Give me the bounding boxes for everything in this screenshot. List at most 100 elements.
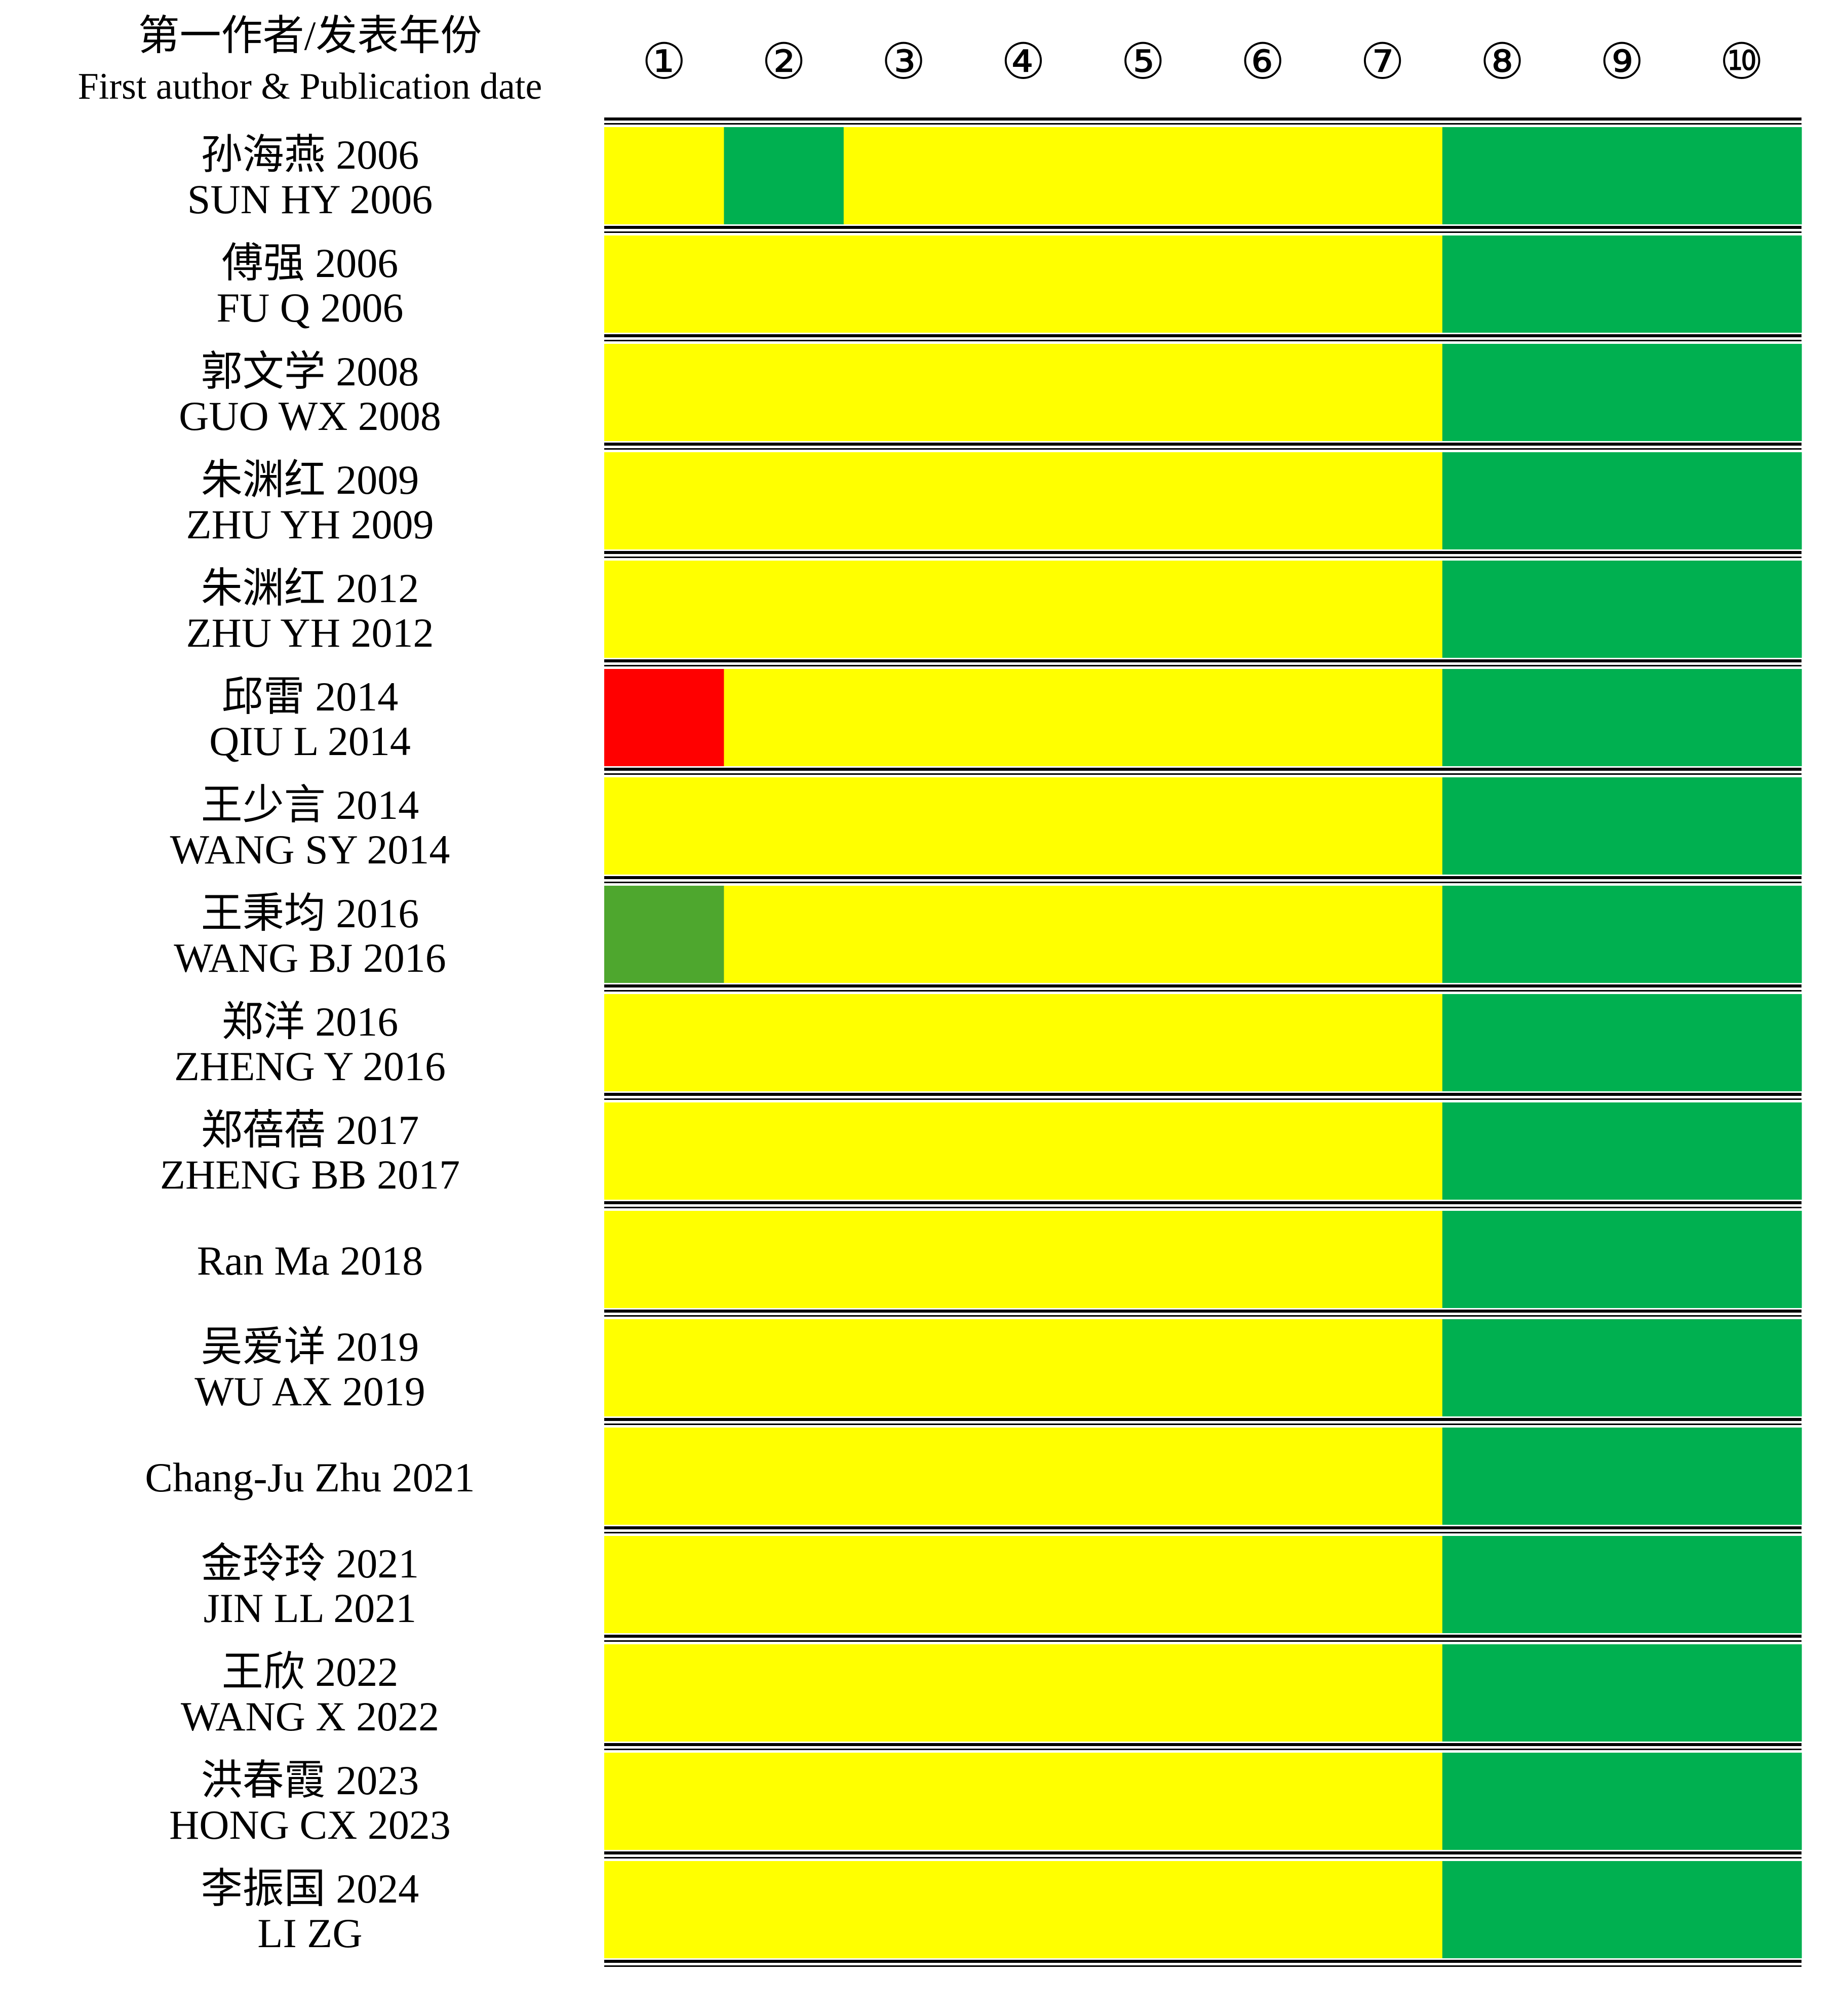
- row-label-en-4: ZHU YH 2009: [186, 501, 434, 547]
- column-label-4: ④: [1001, 35, 1045, 90]
- cell-r1-c5: [1083, 127, 1203, 224]
- cell-r12-c4: [963, 1319, 1084, 1416]
- cell-r17-c7: [1322, 1861, 1443, 1958]
- rule-thick-0: [604, 117, 1802, 121]
- cell-r15-c4: [963, 1644, 1084, 1742]
- cell-r15-c7: [1322, 1644, 1443, 1742]
- cell-r4-c3: [843, 452, 964, 549]
- row-label-cn-12: 吴爱详 2019: [201, 1324, 419, 1370]
- cell-r10-c5: [1083, 1102, 1203, 1200]
- cell-r12-c10: [1681, 1319, 1802, 1416]
- cell-r9-c6: [1203, 994, 1323, 1091]
- cell-r12-c1: [604, 1319, 724, 1416]
- cell-r9-c3: [843, 994, 964, 1091]
- cell-r5-c7: [1322, 561, 1443, 658]
- rule-thin-0: [604, 123, 1802, 125]
- cell-r17-c8: [1442, 1861, 1562, 1958]
- cell-r9-c7: [1322, 994, 1443, 1091]
- rule-thin-16: [604, 1857, 1802, 1859]
- cell-r9-c9: [1562, 994, 1682, 1091]
- cell-r12-c7: [1322, 1319, 1443, 1416]
- cell-r15-c9: [1562, 1644, 1682, 1742]
- column-label-2: ②: [762, 35, 806, 90]
- cell-r3-c6: [1203, 344, 1323, 441]
- rule-thin-5: [604, 665, 1802, 666]
- cell-r8-c10: [1681, 886, 1802, 983]
- cell-r17-c1: [604, 1861, 724, 1958]
- cell-r10-c3: [843, 1102, 964, 1200]
- rule-thick-15: [604, 1743, 1802, 1746]
- rule-thin-1: [604, 231, 1802, 233]
- cell-r10-c8: [1442, 1102, 1562, 1200]
- cell-r9-c5: [1083, 994, 1203, 1091]
- cell-r8-c2: [724, 886, 844, 983]
- row-label-en-14: JIN LL 2021: [204, 1585, 417, 1631]
- rule-thick-11: [604, 1310, 1802, 1313]
- row-label-cn-3: 郭文学 2008: [201, 348, 419, 394]
- cell-r14-c8: [1442, 1536, 1562, 1633]
- rule-thin-3: [604, 448, 1802, 450]
- cell-r16-c8: [1442, 1753, 1562, 1850]
- cell-r3-c5: [1083, 344, 1203, 441]
- rule-thick-12: [604, 1418, 1802, 1421]
- rule-thin-14: [604, 1640, 1802, 1642]
- cell-r14-c6: [1203, 1536, 1323, 1633]
- rule-thick-14: [604, 1635, 1802, 1638]
- row-label-cn-4: 朱渊红 2009: [201, 457, 419, 503]
- cell-r10-c2: [724, 1102, 844, 1200]
- cell-r16-c3: [843, 1753, 964, 1850]
- cell-r4-c4: [963, 452, 1084, 549]
- cell-r17-c10: [1681, 1861, 1802, 1958]
- cell-r7-c2: [724, 777, 844, 875]
- cell-r9-c2: [724, 994, 844, 1091]
- cell-r6-c4: [963, 669, 1084, 766]
- rule-thin-8: [604, 990, 1802, 992]
- row-label-en-13: Chang-Ju Zhu 2021: [145, 1454, 475, 1500]
- cell-r1-c10: [1681, 127, 1802, 224]
- cell-r1-c9: [1562, 127, 1682, 224]
- cell-r8-c7: [1322, 886, 1443, 983]
- column-label-9: ⑨: [1599, 35, 1644, 90]
- rule-thick-13: [604, 1526, 1802, 1529]
- cell-r2-c9: [1562, 235, 1682, 333]
- cell-r6-c10: [1681, 669, 1802, 766]
- rule-thin-4: [604, 557, 1802, 558]
- cell-r5-c6: [1203, 561, 1323, 658]
- header-label-cn: 第一作者/发表年份: [138, 13, 482, 59]
- rule-thick-8: [604, 984, 1802, 987]
- rule-thin-17: [604, 1965, 1802, 1967]
- cell-r4-c2: [724, 452, 844, 549]
- cell-r3-c9: [1562, 344, 1682, 441]
- cell-r15-c1: [604, 1644, 724, 1742]
- cell-r10-c9: [1562, 1102, 1682, 1200]
- cell-r2-c5: [1083, 235, 1203, 333]
- cell-r11-c10: [1681, 1211, 1802, 1308]
- cell-r13-c8: [1442, 1428, 1562, 1525]
- cell-r1-c2: [724, 127, 844, 224]
- cell-r14-c3: [843, 1536, 964, 1633]
- row-label-en-2: FU Q 2006: [216, 285, 403, 331]
- row-label-en-12: WU AX 2019: [194, 1368, 425, 1414]
- cell-r17-c5: [1083, 1861, 1203, 1958]
- cell-r4-c9: [1562, 452, 1682, 549]
- cell-r2-c3: [843, 235, 964, 333]
- row-label-en-16: HONG CX 2023: [169, 1802, 451, 1848]
- cell-r2-c1: [604, 235, 724, 333]
- row-label-en-1: SUN HY 2006: [187, 176, 433, 222]
- cell-r1-c8: [1442, 127, 1562, 224]
- row-label-en-9: ZHENG Y 2016: [174, 1043, 446, 1089]
- row-label-cn-5: 朱渊红 2012: [201, 565, 419, 611]
- cell-r1-c6: [1203, 127, 1323, 224]
- cell-r7-c9: [1562, 777, 1682, 875]
- cell-r11-c5: [1083, 1211, 1203, 1308]
- cell-r6-c6: [1203, 669, 1323, 766]
- rule-thick-6: [604, 768, 1802, 771]
- row-label-cn-15: 王欣 2022: [222, 1649, 399, 1695]
- row-label-en-6: QIU L 2014: [209, 718, 411, 764]
- cell-r10-c4: [963, 1102, 1084, 1200]
- cell-r5-c5: [1083, 561, 1203, 658]
- rule-thin-12: [604, 1424, 1802, 1425]
- cell-r13-c5: [1083, 1428, 1203, 1525]
